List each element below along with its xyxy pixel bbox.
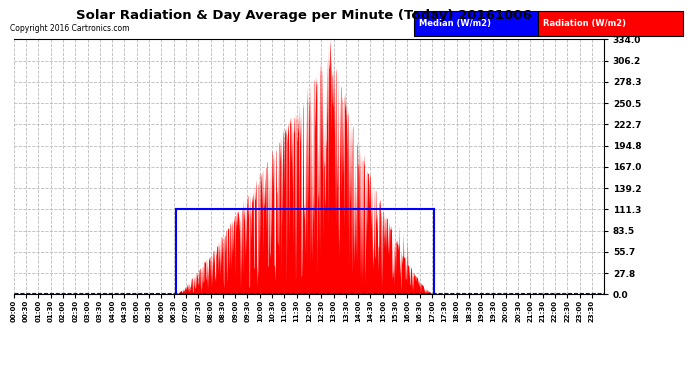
Bar <box>538 11 683 36</box>
Text: Median (W/m2): Median (W/m2) <box>420 19 491 28</box>
Text: Copyright 2016 Cartronics.com: Copyright 2016 Cartronics.com <box>10 24 130 33</box>
Text: Solar Radiation & Day Average per Minute (Today) 20161006: Solar Radiation & Day Average per Minute… <box>76 9 531 22</box>
Text: Radiation (W/m2): Radiation (W/m2) <box>543 19 626 28</box>
Bar <box>414 11 538 36</box>
